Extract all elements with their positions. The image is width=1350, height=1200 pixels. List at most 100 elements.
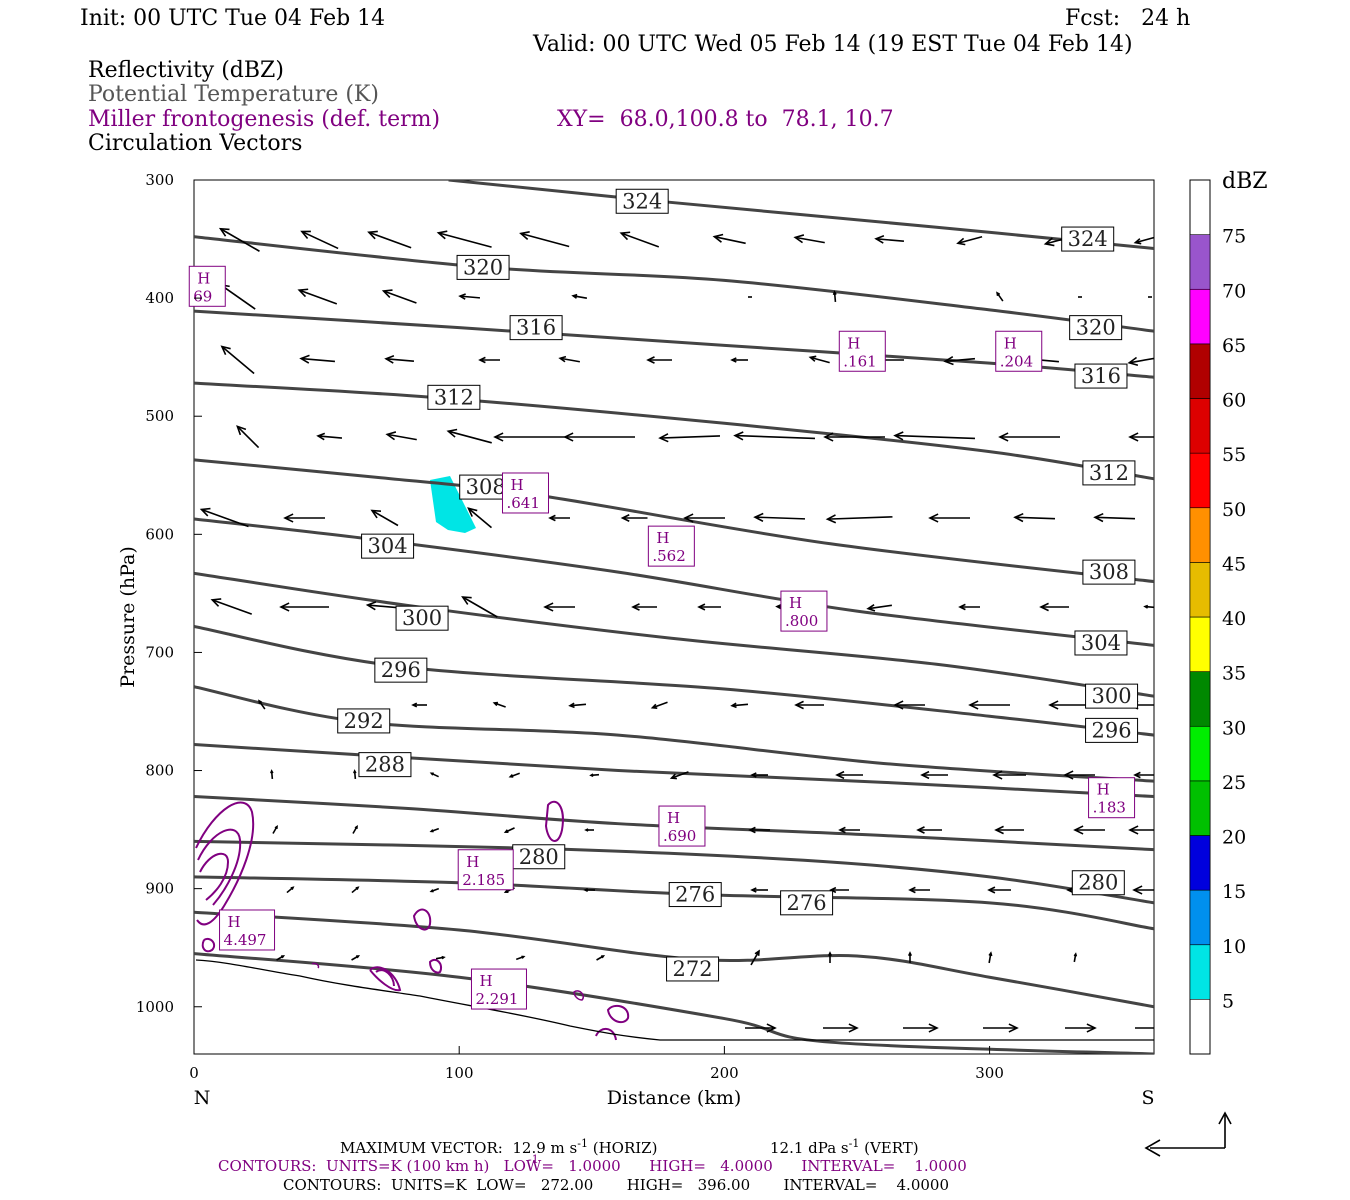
frontogenesis-contours [195, 800, 630, 1041]
circulation-vector [943, 356, 976, 366]
theta-contour-324 [448, 180, 1154, 250]
fronto-max-marker: H [1097, 781, 1110, 799]
circulation-vector [992, 770, 1026, 780]
y-axis-label: Pressure (hPa) [117, 546, 139, 688]
theta-contours [194, 180, 1154, 1054]
fronto-max-value: 2.185 [462, 871, 505, 889]
terrain-surface [195, 959, 1154, 1041]
circulation-vector [558, 355, 580, 363]
circulation-vector [446, 428, 492, 444]
x-tick-label: 200 [710, 1064, 739, 1082]
x-tick-label: 300 [975, 1064, 1004, 1082]
theta-label: 296 [381, 658, 421, 682]
theta-label: 272 [673, 957, 713, 981]
fronto-max-value: .204 [1000, 352, 1033, 370]
circulation-vector [429, 887, 440, 893]
theta-label: 324 [1068, 227, 1108, 251]
theta-contour-300 [194, 571, 1154, 698]
circulation-vector [508, 772, 520, 778]
colorbar-swatch [1189, 452, 1211, 509]
fronto-max-box [780, 590, 828, 632]
circulation-vector [276, 955, 286, 961]
circulation-vector [571, 293, 588, 300]
colorbar-tick-label: 15 [1222, 881, 1246, 903]
theta-label-box [1074, 630, 1128, 656]
colorbar-swatch [1189, 780, 1211, 836]
fronto-max-box [188, 265, 226, 307]
theta-label-box [358, 752, 412, 778]
circulation-vector [920, 770, 948, 780]
fronto-max-marker: H [667, 809, 680, 827]
circulation-vector [435, 955, 446, 960]
circulation-vector [683, 513, 725, 523]
circulation-vector [998, 432, 1060, 442]
frontogenesis-max-labels: H69H.161H.204H.641H.562H.800H.183H.690H2… [188, 265, 1136, 1010]
colorbar-swatch [1189, 398, 1211, 454]
fronto-max-marker: H [1004, 334, 1017, 352]
circulation-vector [543, 602, 575, 612]
circulation-vector [832, 290, 837, 303]
circulation-vector [220, 345, 255, 375]
circulation-vector [1133, 236, 1154, 245]
theta-label: 312 [1089, 461, 1129, 485]
fronto-max-box [1088, 777, 1136, 819]
theta-label: 288 [365, 753, 405, 777]
circulation-vector [429, 827, 440, 833]
circulation-vector [384, 355, 415, 364]
circulation-vector [916, 826, 942, 834]
theta-label: 308 [1089, 560, 1129, 584]
circulation-vector [210, 598, 253, 615]
fronto-max-value: .641 [506, 494, 539, 512]
circulation-vector [584, 828, 594, 832]
theta-label: 292 [344, 709, 384, 733]
fronto-contour [311, 962, 320, 969]
theta-contour-labels: 324 324 320 320 316 316 312 312 308 308 304 304 300 3… [337, 188, 1139, 982]
theta-label-box [1069, 315, 1123, 341]
theta-label: 300 [402, 606, 442, 630]
circulation-vector [835, 770, 863, 780]
fronto-max-value: 4.497 [224, 931, 267, 949]
circulation-vector [199, 507, 249, 528]
circulation-vector [219, 283, 256, 310]
circulation-vector [619, 231, 660, 248]
circulation-vector [563, 432, 635, 442]
colorbar-swatch [1189, 944, 1211, 1000]
theta-label: 300 [1092, 684, 1132, 708]
circulation-vector [994, 825, 1024, 835]
circulation-vector [958, 603, 980, 611]
circulation-vector [1143, 604, 1154, 609]
fronto-max-box [838, 330, 886, 372]
circulation-vector [987, 886, 1011, 894]
init-time: Init: 00 UTC Tue 04 Feb 14 [80, 6, 385, 31]
circulation-vector [596, 955, 606, 961]
circulation-vector [631, 603, 657, 611]
colorbar-tick-label: 75 [1222, 226, 1246, 248]
fronto-max-value: 2.291 [475, 990, 518, 1008]
fronto-max-marker: H [197, 269, 210, 287]
circulation-vector [370, 509, 399, 527]
circulation-vector [827, 951, 833, 963]
circulation-vector [733, 431, 816, 441]
colorbar-tick-label: 20 [1222, 827, 1246, 849]
theta-label-box [395, 605, 449, 631]
circulation-vector [829, 886, 849, 894]
circulation-vector [1063, 770, 1095, 780]
terrain-line [195, 959, 1154, 1041]
theta-label-box [512, 844, 566, 870]
circulation-vector [1048, 700, 1090, 710]
theta-label: 316 [1081, 364, 1121, 388]
circulation-vector [1073, 952, 1078, 963]
circulation-vector [411, 702, 427, 708]
colorbar-tick-label: 35 [1222, 663, 1246, 685]
theta-label-box [780, 890, 834, 916]
circulation-vector [1132, 885, 1154, 895]
circulation-vector [351, 955, 361, 961]
circulation-vector [351, 886, 360, 894]
theta-label-box [1082, 559, 1136, 585]
theta-label: 312 [434, 385, 474, 409]
theta-label: 324 [622, 189, 662, 213]
circulation-vector [928, 513, 970, 523]
theta-label-box [427, 384, 481, 410]
circulation-vector [1039, 602, 1069, 612]
